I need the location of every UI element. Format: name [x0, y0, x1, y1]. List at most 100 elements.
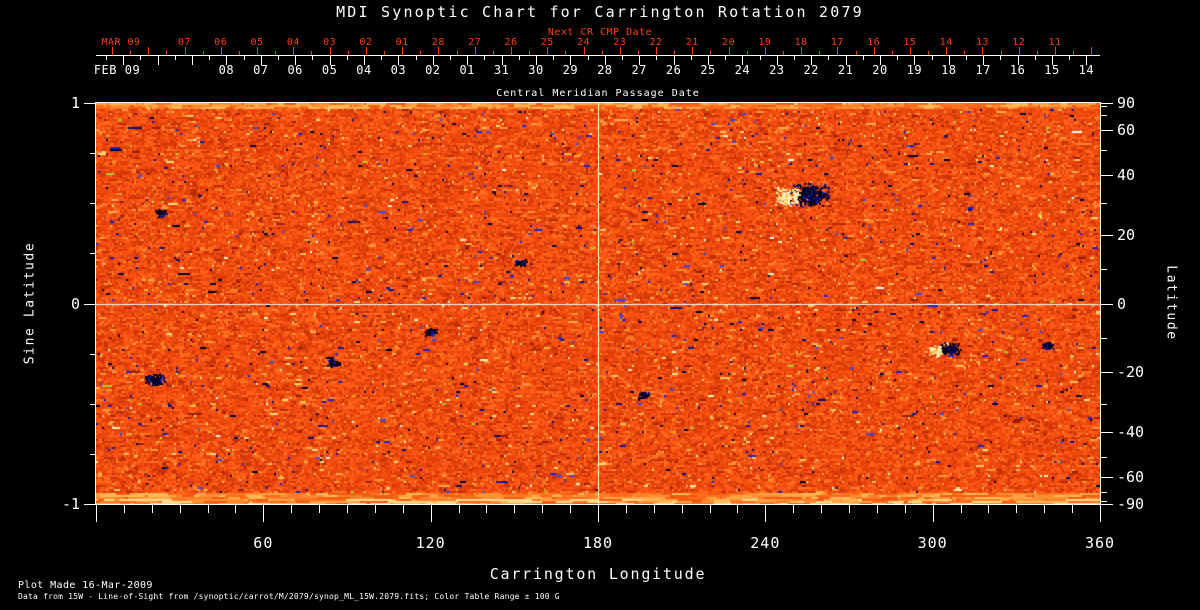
next-cr-tick [293, 47, 294, 55]
cmp-tick [1018, 56, 1019, 65]
cmp-tick [605, 56, 606, 65]
longitude-tick [96, 505, 97, 522]
cmp-date-axis-title: Central Meridian Passage Date [496, 88, 700, 99]
sine-latitude-minor-tick [90, 354, 96, 355]
next-cr-date-label: 12 [1012, 37, 1026, 48]
longitude-tick-label: 60 [253, 534, 274, 552]
cmp-tick [742, 56, 743, 65]
cmp-tick [1000, 56, 1001, 60]
cmp-tick [244, 56, 245, 60]
next-cr-tick [620, 47, 621, 55]
next-cr-tick [747, 51, 748, 55]
longitude-tick [849, 505, 850, 513]
latitude-tick-label: 60 [1117, 121, 1136, 139]
sine-latitude-minor-tick [90, 253, 96, 254]
sine-latitude-tick-label: 1 [70, 94, 80, 112]
cmp-tick [416, 56, 417, 60]
cmp-tick [1086, 56, 1087, 65]
next-cr-tick [185, 47, 186, 55]
cmp-tick [519, 56, 520, 60]
next-cr-tick [330, 47, 331, 55]
cmp-date-label: 19 [906, 63, 923, 77]
next-cr-tick [910, 47, 911, 55]
next-cr-tick [946, 47, 947, 55]
cmp-date-label: FEB 09 [93, 63, 141, 77]
plot-area [95, 102, 1101, 505]
latitude-tick [1101, 103, 1113, 104]
next-cr-tick [964, 51, 965, 55]
cmp-tick [622, 56, 623, 60]
latitude-tick [1101, 269, 1107, 270]
next-cr-date-label: 17 [830, 37, 844, 48]
next-cr-tick [457, 51, 458, 55]
latitude-axis-title: Latitude [1163, 265, 1179, 341]
latitude-tick-label: 20 [1117, 226, 1136, 244]
sine-latitude-minor-tick [90, 404, 96, 405]
latitude-tick [1101, 477, 1113, 478]
longitude-tick [319, 505, 320, 513]
next-cr-tick [1055, 47, 1056, 55]
sine-latitude-minor-tick [90, 454, 96, 455]
cmp-tick [278, 56, 279, 60]
next-cr-tick [801, 47, 802, 55]
cmp-tick [691, 56, 692, 60]
cmp-tick [347, 56, 348, 60]
chart-title: MDI Synoptic Chart for Carrington Rotati… [336, 3, 864, 21]
next-cr-date-label: 24 [576, 37, 591, 48]
cmp-tick [828, 56, 829, 60]
cmp-tick [433, 56, 434, 65]
magnetogram-image [96, 103, 1100, 504]
latitude-tick [1101, 492, 1107, 493]
longitude-tick [208, 505, 209, 513]
next-cr-date-label: 15 [903, 37, 917, 48]
longitude-tick [235, 505, 236, 513]
cmp-tick [192, 56, 193, 65]
latitude-tick-label: 0 [1117, 295, 1127, 313]
longitude-tick [124, 505, 125, 513]
cmp-tick [175, 56, 176, 60]
cmp-tick [467, 56, 468, 65]
next-cr-tick [1019, 47, 1020, 55]
next-cr-cmp-date-label: Next CR CMP Date [547, 27, 653, 38]
next-cr-tick [584, 47, 585, 55]
next-cr-tick [203, 51, 204, 55]
cmp-tick [330, 56, 331, 65]
next-cr-date-label: 06 [214, 37, 228, 48]
next-cr-tick [819, 51, 820, 55]
next-cr-tick [547, 47, 548, 55]
longitude-tick [542, 505, 543, 513]
cmp-date-label: 05 [321, 63, 338, 77]
cmp-tick [914, 56, 915, 65]
longitude-tick [486, 505, 487, 513]
carrington-longitude-axis-title: Carrington Longitude [489, 565, 707, 583]
cmp-tick [209, 56, 210, 60]
next-cr-tick [837, 47, 838, 55]
next-cr-tick [348, 51, 349, 55]
cmp-tick [588, 56, 589, 60]
longitude-tick [459, 505, 460, 513]
next-cr-date-label: 04 [286, 37, 300, 48]
sine-latitude-minor-tick [90, 153, 96, 154]
cmp-tick [794, 56, 795, 60]
longitude-tick [765, 505, 766, 522]
next-cr-date-label: 11 [1048, 37, 1062, 48]
next-cr-date-label: 02 [359, 37, 373, 48]
next-cr-tick [239, 51, 240, 55]
longitude-tick [1044, 505, 1045, 513]
cmp-tick [897, 56, 898, 60]
cmp-tick [312, 56, 313, 60]
longitude-tick [152, 505, 153, 513]
cmp-date-label: 29 [562, 63, 579, 77]
next-cr-tick [493, 51, 494, 55]
sine-latitude-tick [84, 103, 96, 104]
longitude-tick [626, 505, 627, 513]
cmp-date-label: 31 [493, 63, 510, 77]
cmp-tick [656, 56, 657, 60]
cmp-tick [123, 56, 124, 65]
cmp-tick [725, 56, 726, 60]
longitude-tick [1072, 505, 1073, 513]
cmp-tick [846, 56, 847, 65]
longitude-tick [737, 505, 738, 513]
latitude-tick-label: 40 [1117, 166, 1136, 184]
